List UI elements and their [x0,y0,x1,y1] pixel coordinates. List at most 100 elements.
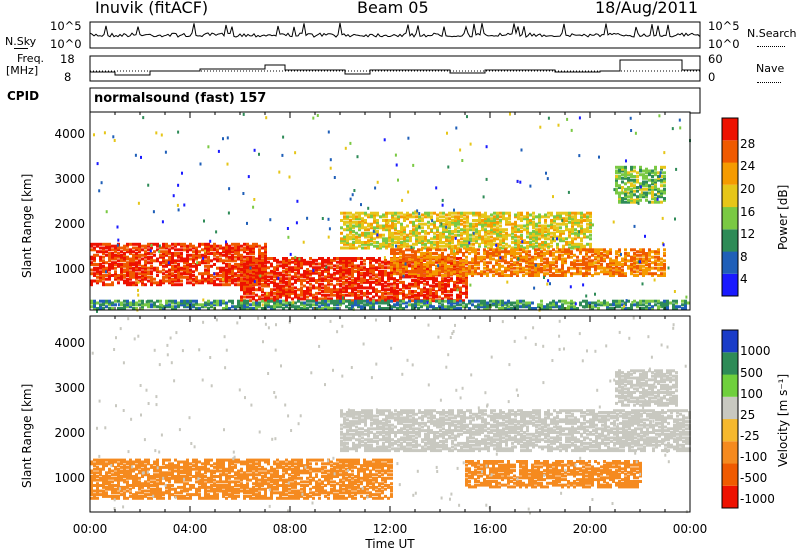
heatmap-cell [367,233,370,237]
heatmap-cell [412,220,415,224]
heatmap-cell [168,277,171,281]
heatmap-cell [639,195,642,199]
heatmap-cell [441,277,444,281]
heatmap-cell [201,253,204,257]
heatmap-cell [336,264,339,268]
heatmap-cell [312,258,315,262]
heatmap-cell [651,175,654,178]
heatmap-cell [516,305,519,309]
heatmap-cell [174,261,177,265]
heatmap-cell [153,266,156,270]
heatmap-cell [663,175,666,178]
heatmap-cell [174,279,177,283]
heatmap-cell [363,293,366,297]
heatmap-cell [612,299,615,303]
heatmap-cell [414,263,417,266]
heatmap-cell [318,268,321,271]
heatmap-cell [195,275,198,279]
heatmap-cell [111,248,114,252]
heatmap-cell [252,288,255,292]
heatmap-cell [529,219,532,222]
heatmap-cell [472,226,475,230]
heatmap-cell [117,248,120,252]
heatmap-speckle [520,148,523,152]
heatmap-cell [492,299,495,303]
heatmap-cell [429,248,432,252]
heatmap-cell [571,242,574,246]
heatmap-cell [430,242,433,246]
heatmap-cell [216,266,219,270]
heatmap-cell [123,252,126,255]
heatmap-cell [504,274,507,277]
heatmap-cell [459,303,462,307]
heatmap-cell [648,171,651,175]
heatmap-cell [633,257,636,261]
heatmap-cell [483,272,486,276]
heatmap-cell [303,297,306,301]
heatmap-cell [483,270,486,274]
heatmap-cell [583,235,586,239]
heatmap-speckle [552,237,555,241]
heatmap-cell [564,261,567,265]
heatmap-cell [126,264,129,268]
heatmap-cell [639,264,642,268]
heatmap-cell [546,272,549,276]
heatmap-cell [561,303,564,307]
heatmap-cell [261,264,264,268]
heatmap-cell [339,271,342,275]
heatmap-cell [183,248,186,252]
heatmap-cell [636,197,639,200]
heatmap-cell [291,266,294,270]
heatmap-cell [423,288,426,292]
heatmap-cell [93,279,96,283]
heatmap-cell [432,257,435,261]
heatmap-cell [505,228,508,232]
heatmap-cell [457,241,460,244]
heatmap-cell [261,293,264,297]
heatmap-cell [336,293,339,297]
heatmap-cell [615,250,618,254]
heatmap-cell [630,307,633,310]
heatmap-speckle [578,116,581,120]
heatmap-cell [481,215,484,219]
heatmap-cell [399,307,402,310]
heatmap-cell [372,273,375,277]
heatmap-cell [547,233,550,237]
heatmap-cell [144,266,147,270]
heatmap-cell [264,257,267,260]
heatmap-cell [378,258,381,262]
heatmap-cell [354,258,357,262]
heatmap-cell [396,261,399,265]
heatmap-cell [96,244,99,248]
heatmap-cell [633,266,636,270]
heatmap-cell [450,277,453,281]
heatmap-cell [481,235,484,239]
heatmap-cell [309,279,312,282]
heatmap-cell [448,239,451,243]
heatmap-cell [321,264,324,268]
heatmap-cell [249,288,252,292]
heatmap-cell [411,290,414,293]
heatmap-cell [624,169,627,173]
heatmap-cell [576,270,579,274]
heatmap-cell [150,305,153,309]
heatmap-cell [333,257,336,260]
heatmap-cell [609,252,612,255]
heatmap-cell [405,293,408,297]
heatmap-cell [216,301,219,305]
heatmap-speckle [100,181,103,185]
heatmap-cell [408,275,411,279]
heatmap-cell [528,261,531,265]
heatmap-cell [309,260,312,264]
heatmap-cell [532,211,535,215]
heatmap-cell [559,230,562,233]
heatmap-cell [414,303,417,307]
heatmap-cell [402,259,405,263]
heatmap-cell [484,220,487,224]
heatmap-cell [363,275,366,279]
heatmap-cell [267,279,270,282]
heatmap-cell [129,263,132,266]
heatmap-cell [324,293,327,297]
heatmap-cell [585,252,588,255]
heatmap-cell [469,233,472,237]
